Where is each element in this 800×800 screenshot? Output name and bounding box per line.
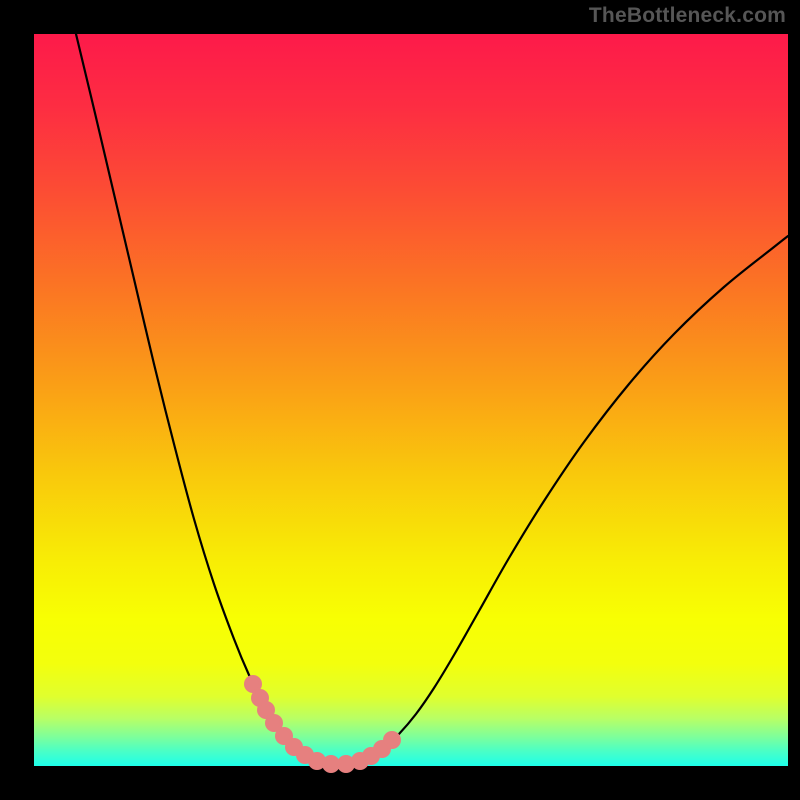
chart-frame: TheBottleneck.com (0, 0, 800, 800)
data-dots (244, 675, 401, 773)
bottleneck-curve (76, 34, 788, 764)
curve-layer (34, 34, 788, 766)
watermark-text: TheBottleneck.com (589, 4, 786, 28)
plot-area (34, 34, 788, 766)
